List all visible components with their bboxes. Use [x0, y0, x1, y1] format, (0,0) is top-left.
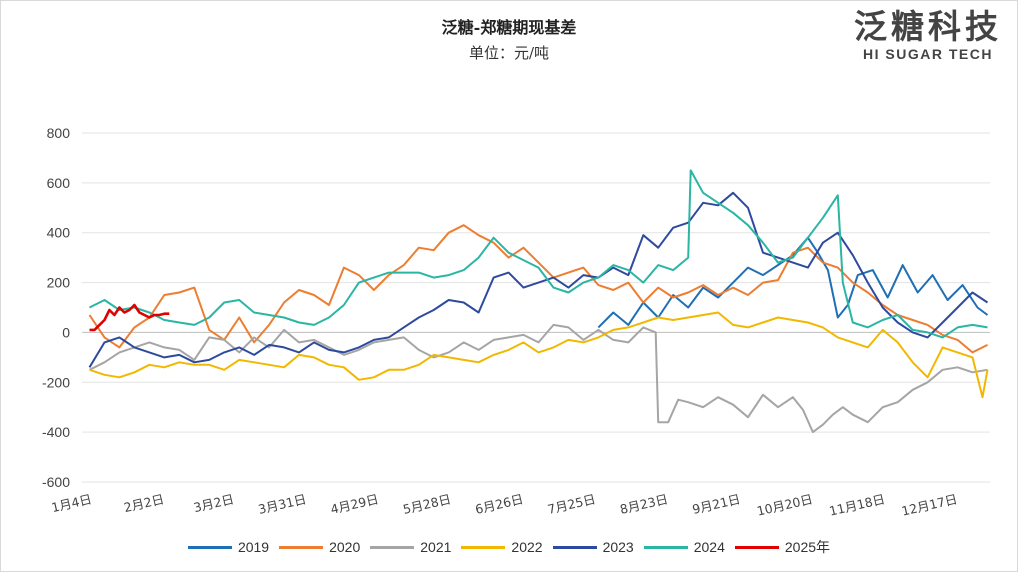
x-tick-label: 9月21日 — [691, 491, 742, 517]
x-tick-label: 12月17日 — [900, 491, 959, 518]
y-tick-label: 800 — [47, 125, 71, 141]
x-tick-label: 4月29日 — [329, 491, 380, 517]
x-tick-label: 7月25日 — [546, 491, 597, 517]
y-tick-label: -400 — [42, 424, 70, 440]
x-tick-label: 6月26日 — [474, 491, 525, 517]
series-line-2023 — [88, 191, 989, 368]
chart-series — [88, 169, 989, 434]
x-tick-label: 2月2日 — [122, 491, 165, 515]
x-tick-label: 3月31日 — [257, 491, 308, 517]
legend-swatch — [734, 545, 779, 549]
x-tick-label: 3月2日 — [192, 491, 235, 515]
legend-label: 2020 — [329, 539, 361, 555]
legend-swatch — [187, 545, 232, 549]
legend-item: 2023 — [552, 537, 634, 557]
series-line-2024 — [89, 169, 988, 339]
y-tick-label: 200 — [47, 275, 71, 291]
x-tick-label: 8月23日 — [618, 491, 669, 517]
brand-name-cn: 泛糖科技 — [854, 7, 1002, 46]
x-tick-label: 10月20日 — [755, 491, 814, 518]
y-tick-label: 400 — [47, 225, 71, 241]
legend-label: 2023 — [602, 539, 634, 555]
legend-swatch — [370, 545, 415, 549]
series-line-2025年 — [89, 303, 170, 332]
brand-logo: 泛糖科技 HI SUGAR TECH — [854, 7, 1002, 63]
legend-swatch — [461, 545, 506, 549]
x-tick-label: 11月18日 — [828, 491, 887, 518]
legend-swatch — [279, 545, 324, 549]
legend-label: 2024 — [693, 539, 725, 555]
legend-swatch — [643, 545, 688, 549]
legend-swatch — [552, 545, 597, 549]
chart-title-block: 泛糖-郑糖期现基差 单位：元/吨 — [0, 14, 1018, 63]
legend-item: 2019 — [187, 537, 270, 557]
chart-legend: 2019 2020 2021 2022 2023 2024 2025年 — [0, 537, 1018, 557]
legend-label: 2021 — [420, 539, 452, 555]
legend-item: 2021 — [370, 537, 451, 557]
x-tick-label: 1月4日 — [50, 491, 93, 515]
x-axis-tick-labels: 1月4日 2月2日 3月2日 3月31日 4月29日 5月28日 6月26日 7月25日 8月2… — [50, 491, 959, 518]
series-line-2020 — [88, 224, 988, 354]
brand-name-en: HI SUGAR TECH — [863, 46, 993, 62]
series-line-2022 — [89, 311, 989, 399]
y-axis-tick-labels: 800 600 400 200 0 -200 -400 -600 — [42, 125, 70, 490]
series-line-2021 — [89, 323, 988, 434]
legend-item: 2024 — [643, 537, 725, 557]
y-tick-label: -200 — [42, 374, 70, 390]
legend-item: 2022 — [461, 537, 543, 557]
chart-unit-subtitle: 单位：元/吨 — [468, 44, 550, 62]
chart-title: 泛糖-郑糖期现基差 — [441, 18, 577, 37]
legend-item: 2025年 — [734, 537, 831, 557]
legend-label: 2019 — [237, 539, 270, 555]
y-tick-label: 600 — [47, 175, 71, 191]
legend-label: 2022 — [511, 539, 543, 555]
legend-label: 2025年 — [784, 539, 831, 555]
y-tick-label: -600 — [42, 474, 70, 490]
legend-item: 2020 — [279, 537, 360, 557]
x-tick-label: 5月28日 — [401, 491, 452, 517]
y-tick-label: 0 — [62, 324, 70, 340]
